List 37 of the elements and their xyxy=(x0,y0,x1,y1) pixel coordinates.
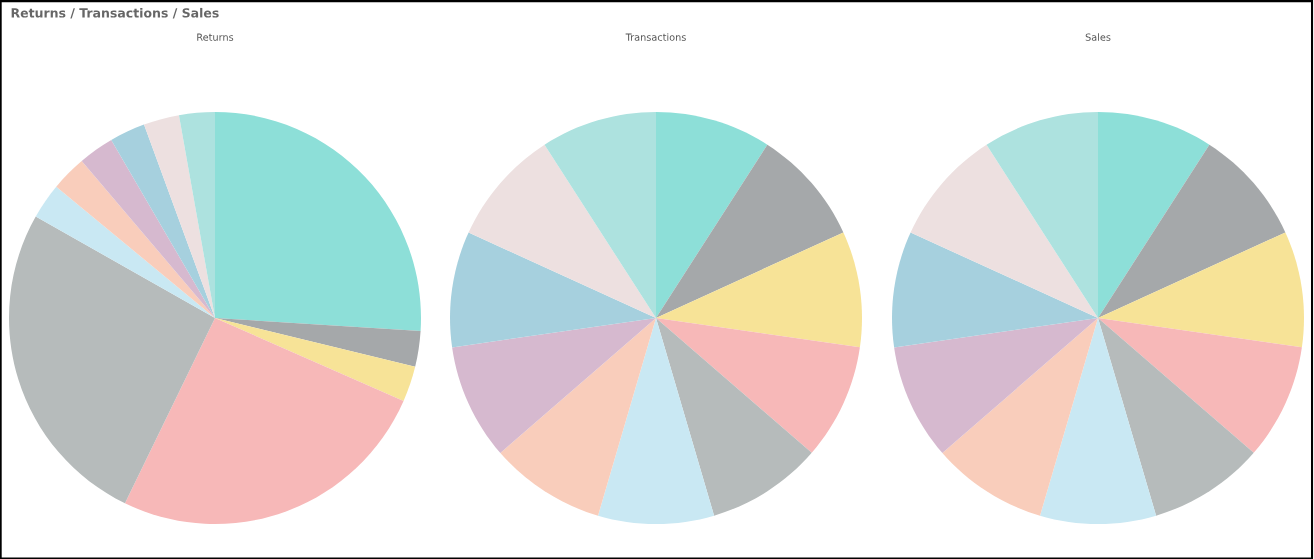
pie-slice xyxy=(144,115,215,318)
pie-slice xyxy=(452,318,656,453)
pie-slice xyxy=(910,144,1098,318)
pie-slice xyxy=(56,160,215,318)
pie-slice xyxy=(892,232,1098,348)
pie-slice xyxy=(1098,232,1304,348)
pie-slice xyxy=(215,318,421,367)
pie-slice xyxy=(656,144,844,318)
pie-slice xyxy=(215,318,416,401)
pie-slice xyxy=(656,318,812,516)
pie-slice xyxy=(215,112,421,331)
pie-slice xyxy=(178,112,215,318)
pie-slice xyxy=(35,186,215,318)
chart-title: Sales xyxy=(1085,33,1111,41)
pie-slice xyxy=(9,216,215,504)
pie-slice xyxy=(1098,144,1286,318)
pie-slice xyxy=(1098,112,1210,318)
pie-slice xyxy=(111,124,215,318)
pie-slice xyxy=(450,232,656,348)
chart-title: Transactions xyxy=(625,33,686,41)
pie-slice xyxy=(986,112,1098,318)
pie-slice xyxy=(656,318,860,453)
pie-slice xyxy=(468,144,656,318)
pie-slice xyxy=(500,318,656,516)
pie-slice xyxy=(1098,318,1254,516)
pie-slice xyxy=(81,140,215,318)
pie-slice xyxy=(124,318,404,524)
pie-slice xyxy=(942,318,1098,516)
chart-title: Returns xyxy=(197,33,234,41)
pie-slice xyxy=(656,112,768,318)
pie-slice xyxy=(544,112,656,318)
text: Returns / Transactions / Sales xyxy=(11,7,219,19)
pie-slice xyxy=(656,232,862,348)
pie-slice xyxy=(1098,318,1302,453)
pie-slice xyxy=(894,318,1098,453)
pie-slice xyxy=(598,318,715,524)
pie-slice xyxy=(1040,318,1157,524)
